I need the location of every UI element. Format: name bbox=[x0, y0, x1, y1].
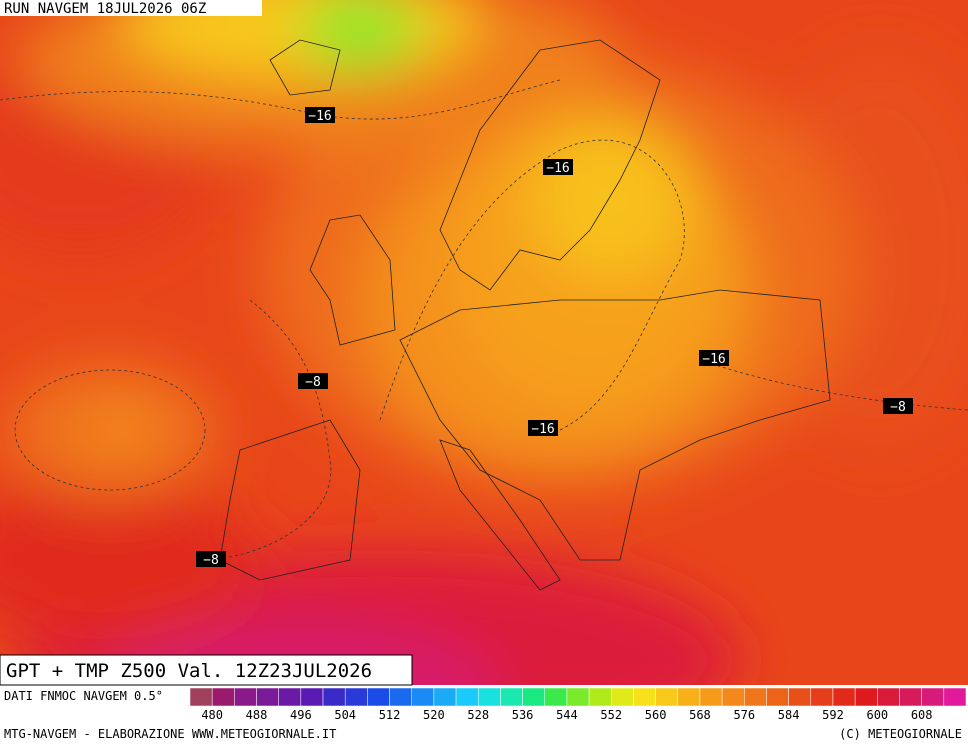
header-box bbox=[0, 0, 262, 16]
legend-tick-label: 480 bbox=[201, 708, 223, 722]
legend-swatch bbox=[721, 687, 745, 707]
contour-label: −16 bbox=[546, 161, 569, 176]
legend-swatch bbox=[389, 687, 412, 707]
legend-swatch bbox=[344, 687, 368, 707]
legend-swatch bbox=[832, 687, 856, 707]
legend-swatch bbox=[522, 687, 545, 707]
legend-tick-label: 520 bbox=[423, 708, 445, 722]
legend-tick-label: 568 bbox=[689, 708, 711, 722]
coastlines bbox=[219, 39, 831, 591]
contour-label-box bbox=[298, 373, 328, 389]
contours bbox=[0, 79, 968, 561]
legend-swatch bbox=[455, 687, 479, 707]
legend-swatch bbox=[788, 687, 812, 707]
legend-swatch bbox=[256, 687, 279, 707]
legend-swatch bbox=[611, 687, 634, 707]
source-label: DATI FNMOC NAVGEM 0.5° bbox=[4, 689, 163, 703]
legend-swatch bbox=[655, 687, 679, 707]
legend-tick-label: 504 bbox=[334, 708, 356, 722]
legend-swatch bbox=[211, 687, 235, 707]
legend-swatch bbox=[854, 687, 878, 707]
legend-swatch bbox=[588, 687, 612, 707]
legend-swatch bbox=[566, 687, 590, 707]
legend-tick-label: 528 bbox=[467, 708, 489, 722]
legend-swatch bbox=[411, 687, 435, 707]
legend-tick-label: 560 bbox=[645, 708, 667, 722]
legend-swatch bbox=[943, 687, 967, 707]
legend-swatch bbox=[699, 687, 723, 707]
legend-swatch bbox=[234, 687, 257, 707]
legend-swatch bbox=[544, 687, 568, 707]
legend-swatch bbox=[921, 687, 945, 707]
legend-swatch bbox=[810, 687, 834, 707]
legend-swatch bbox=[477, 687, 501, 707]
legend-swatch bbox=[633, 687, 656, 707]
title-box bbox=[0, 654, 413, 686]
legend-swatch bbox=[677, 687, 701, 707]
legend-swatch bbox=[766, 687, 789, 707]
color-legend: 480 488 496 504 512 520 528 536 544 552 560 568 576 5… bbox=[189, 687, 967, 722]
legend-tick-label: 584 bbox=[778, 708, 800, 722]
legend-tick-label: 608 bbox=[911, 708, 933, 722]
contour-label: −16 bbox=[531, 422, 554, 437]
legend-swatch bbox=[300, 687, 324, 707]
copyright: (C) METEOGIORNALE bbox=[839, 727, 962, 741]
legend-swatch bbox=[367, 687, 390, 707]
run-label: RUN NAVGEM 18JUL2026 06Z bbox=[4, 1, 206, 17]
contour-label: −8 bbox=[890, 400, 906, 415]
contour-label-box bbox=[883, 398, 913, 414]
legend-swatch bbox=[877, 687, 900, 707]
legend-tick-label: 552 bbox=[600, 708, 622, 722]
contour-label-box bbox=[305, 107, 335, 123]
legend-swatch bbox=[500, 687, 523, 707]
map-title: GPT + TMP Z500 Val. 12Z23JUL2026 bbox=[6, 660, 372, 682]
contour-label-box bbox=[543, 159, 573, 175]
contour-label-box bbox=[699, 350, 729, 366]
legend-tick-label: 544 bbox=[556, 708, 578, 722]
contour-label: −8 bbox=[203, 553, 219, 568]
legend-tick-label: 536 bbox=[512, 708, 534, 722]
contour-label-box bbox=[196, 551, 226, 567]
legend-tick-label: 576 bbox=[733, 708, 755, 722]
contour-label: −16 bbox=[702, 352, 725, 367]
contour-label: −8 bbox=[305, 375, 321, 390]
legend-tick-label: 512 bbox=[379, 708, 401, 722]
legend-tick-label: 592 bbox=[822, 708, 844, 722]
legend-tick-label: 496 bbox=[290, 708, 312, 722]
legend-swatch bbox=[189, 687, 213, 707]
legend-tick-label: 600 bbox=[866, 708, 888, 722]
contour-label-box bbox=[528, 420, 558, 436]
legend-swatch bbox=[278, 687, 302, 707]
legend-swatch bbox=[899, 687, 922, 707]
legend-tick-label: 488 bbox=[246, 708, 268, 722]
contour-label: −16 bbox=[308, 109, 331, 124]
legend-swatch bbox=[322, 687, 346, 707]
legend-swatch bbox=[433, 687, 457, 707]
credit: MTG-NAVGEM - ELABORAZIONE WWW.METEOGIORN… bbox=[4, 727, 336, 741]
legend-swatch bbox=[744, 687, 767, 707]
contour-labels: −16 −16 −16 −16 −8 −8 −8 bbox=[196, 107, 913, 568]
